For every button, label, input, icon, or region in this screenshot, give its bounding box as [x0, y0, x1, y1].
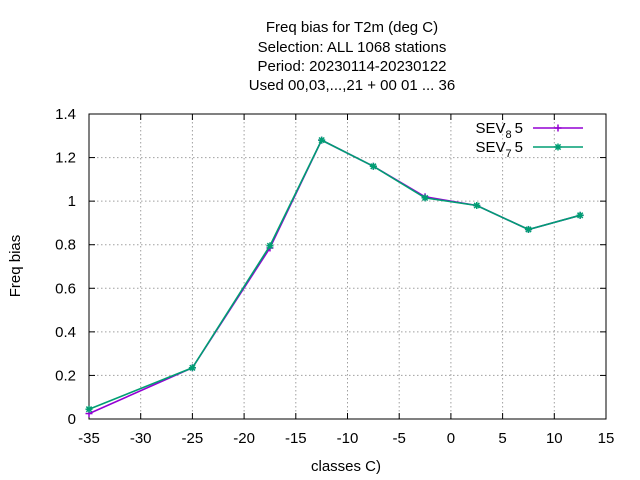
title-line-2: Selection: ALL 1068 stations [258, 39, 447, 56]
plot-frame [88, 113, 607, 420]
x-tick-label: -20 [233, 430, 255, 447]
series-line [88, 139, 581, 415]
y-axis-label: Freq bias [7, 235, 24, 298]
data-point [369, 162, 377, 170]
y-tick-label: 0.4 [55, 324, 76, 341]
x-tick-label: 0 [447, 430, 455, 447]
data-point [85, 405, 93, 413]
chart-title: Freq bias for T2m (deg C) Selection: ALL… [249, 19, 455, 94]
x-axis-label: classes C) [311, 458, 381, 475]
x-tick-label: 15 [598, 430, 615, 447]
data-point [554, 124, 562, 132]
data-point [188, 364, 196, 372]
series-layer [85, 136, 584, 418]
x-tick-label: 10 [546, 430, 563, 447]
x-tick-label: -35 [78, 430, 100, 447]
data-point [318, 136, 326, 144]
legend-label: SEV7 5 [476, 139, 523, 160]
title-line-3: Period: 20230114-20230122 [257, 58, 446, 75]
x-tick-label: -5 [393, 430, 406, 447]
x-tick-label: -25 [182, 430, 204, 447]
data-point [266, 242, 274, 250]
y-tick-labels: 0 0.2 0.4 0.6 0.8 1 1.2 1.4 [55, 106, 76, 428]
x-tick-labels: -35 -30 -25 -20 -15 -10 -5 0 5 10 15 [78, 430, 614, 447]
grid [89, 114, 606, 419]
x-tick-label: -10 [337, 430, 359, 447]
title-line-1: Freq bias for T2m (deg C) [266, 19, 438, 36]
x-tick-label: 5 [498, 430, 506, 447]
y-tick-label: 0.2 [55, 367, 76, 384]
x-tick-label: -30 [130, 430, 152, 447]
data-point [576, 211, 584, 219]
series-line [88, 139, 581, 410]
legend-item: SEV8 5 [476, 120, 583, 141]
y-tick-label: 0 [68, 411, 76, 428]
series-sev75 [85, 136, 584, 413]
title-line-4: Used 00,03,...,21 + 00 01 ... 36 [249, 77, 455, 94]
y-tick-label: 0.8 [55, 237, 76, 254]
data-point [524, 225, 532, 233]
y-tick-label: 1.2 [55, 150, 76, 167]
legend-item: SEV7 5 [476, 139, 583, 160]
y-tick-label: 1.4 [55, 106, 76, 123]
y-tick-label: 1 [68, 193, 76, 210]
legend-label: SEV8 5 [476, 120, 523, 141]
data-point [554, 143, 562, 151]
y-tick-label: 0.6 [55, 280, 76, 297]
series-sev85 [85, 136, 584, 418]
x-tick-label: -15 [285, 430, 307, 447]
data-point [421, 194, 429, 202]
data-point [473, 202, 481, 209]
